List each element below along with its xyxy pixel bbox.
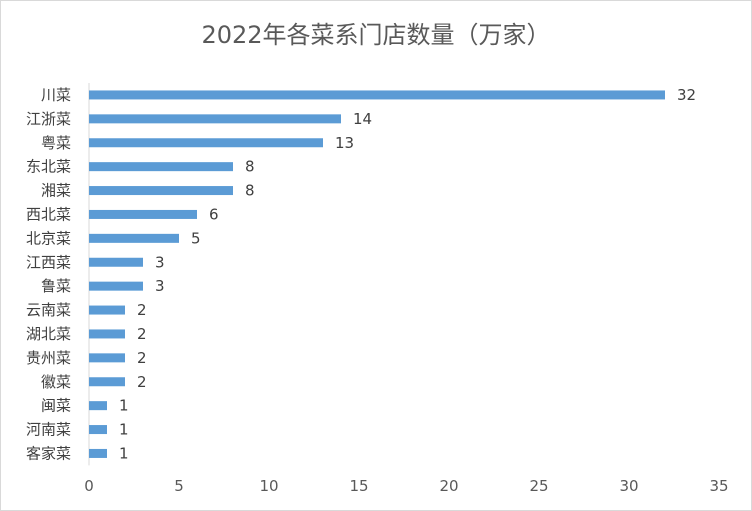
bar: [89, 305, 125, 315]
data-label: 3: [155, 277, 165, 295]
category-label: 东北菜: [26, 158, 71, 176]
data-label: 2: [137, 301, 147, 319]
data-label: 6: [209, 205, 219, 223]
x-tick-label: 10: [259, 477, 278, 495]
data-label: 14: [353, 110, 372, 128]
bar: [89, 329, 125, 339]
bar: [89, 353, 125, 363]
data-label: 8: [245, 158, 255, 176]
bar: [89, 401, 107, 411]
data-label: 5: [191, 229, 201, 247]
category-label: 河南菜: [26, 421, 71, 439]
data-label: 1: [119, 397, 129, 415]
data-label: 1: [119, 444, 129, 462]
x-tick-label: 35: [709, 477, 728, 495]
x-tick-label: 20: [439, 477, 458, 495]
data-label: 32: [677, 86, 696, 104]
bar: [89, 138, 323, 148]
category-label: 川菜: [41, 86, 71, 104]
x-tick-label: 5: [174, 477, 184, 495]
data-label: 2: [137, 325, 147, 343]
category-label: 客家菜: [26, 444, 71, 462]
data-label: 2: [137, 373, 147, 391]
data-label: 3: [155, 253, 165, 271]
bar: [89, 209, 197, 219]
category-label: 贵州菜: [26, 349, 71, 367]
bar: [89, 257, 143, 267]
bar: [89, 90, 665, 100]
category-label: 粤菜: [41, 134, 71, 152]
bar: [89, 186, 233, 196]
category-label: 湘菜: [41, 182, 71, 200]
category-label: 鲁菜: [41, 277, 71, 295]
x-tick-label: 15: [349, 477, 368, 495]
data-label: 8: [245, 182, 255, 200]
bar: [89, 114, 341, 124]
category-label: 徽菜: [41, 373, 71, 391]
bar: [89, 425, 107, 435]
bar: [89, 281, 143, 291]
category-label: 湖北菜: [26, 325, 71, 343]
bar: [89, 448, 107, 458]
data-label: 1: [119, 421, 129, 439]
category-label: 北京菜: [26, 229, 71, 247]
data-label: 13: [335, 134, 354, 152]
bar: [89, 233, 179, 243]
category-label: 云南菜: [26, 301, 71, 319]
x-tick-label: 30: [619, 477, 638, 495]
category-label: 闽菜: [41, 397, 71, 415]
x-tick-label: 25: [529, 477, 548, 495]
bar: [89, 162, 233, 172]
data-label: 2: [137, 349, 147, 367]
category-label: 江浙菜: [26, 110, 71, 128]
bar: [89, 377, 125, 387]
chart-title: 2022年各菜系门店数量（万家）: [201, 21, 551, 49]
category-label: 江西菜: [26, 253, 71, 271]
category-label: 西北菜: [26, 205, 71, 223]
x-tick-label: 0: [84, 477, 94, 495]
